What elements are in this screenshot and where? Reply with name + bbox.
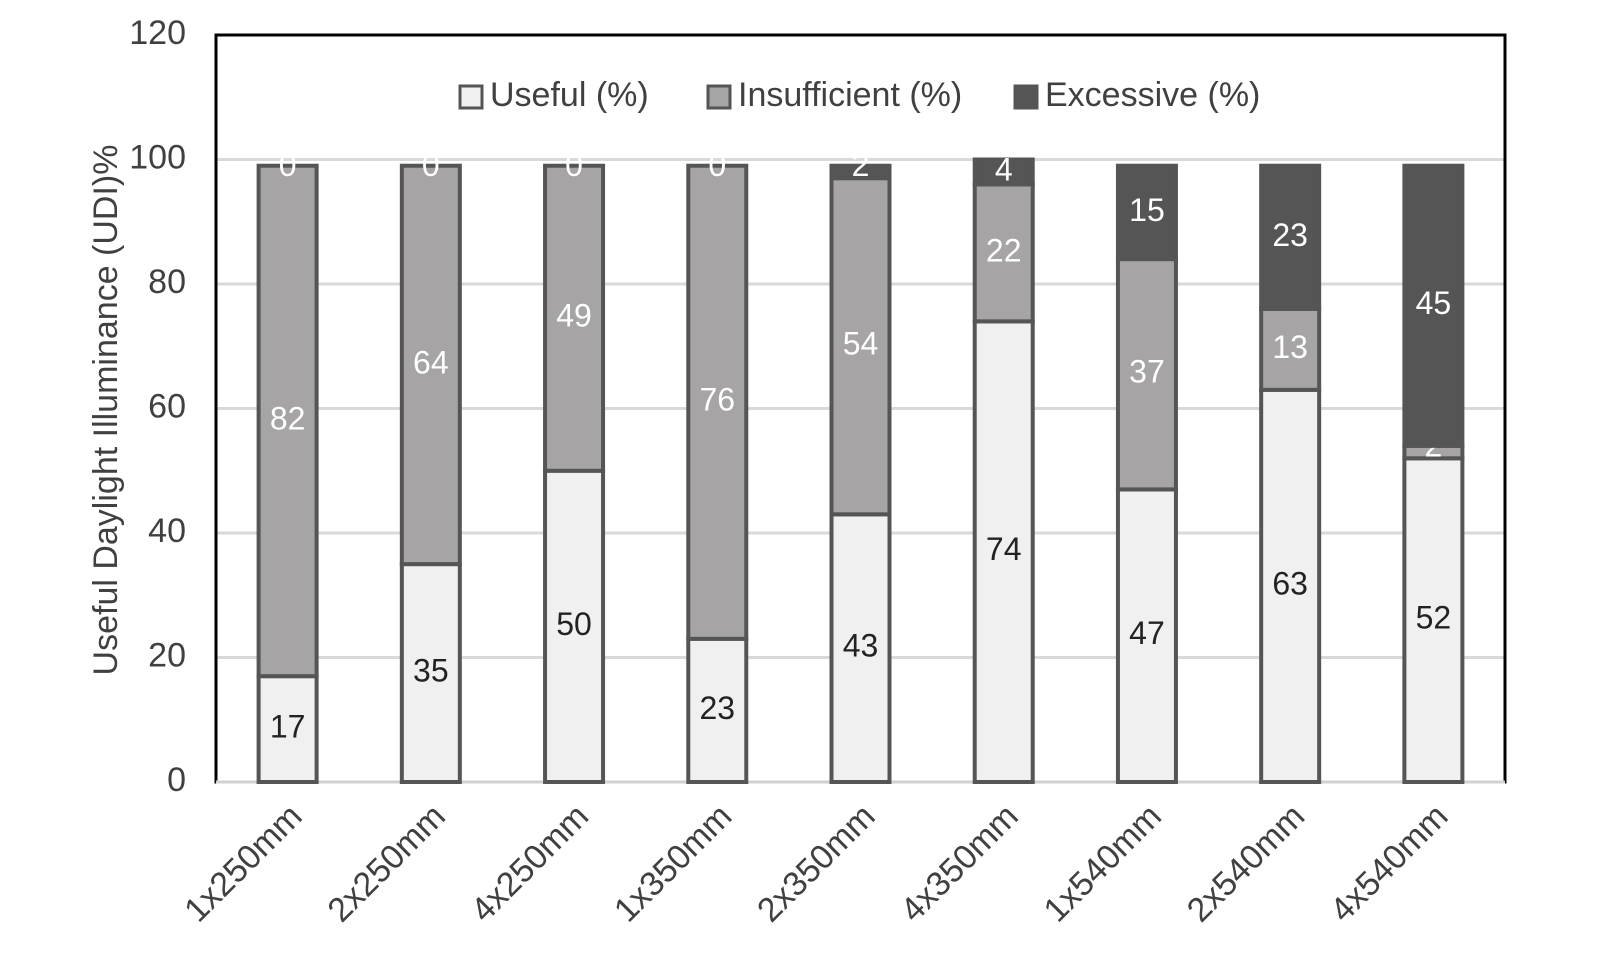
y-tick-label: 60 [148,387,186,425]
x-tick-label: 1x250mm [177,797,309,929]
data-label: 64 [413,344,449,380]
y-tick-label: 100 [129,138,186,176]
data-label: 15 [1129,192,1165,228]
data-label: 22 [986,232,1022,268]
bar-segment [686,636,749,785]
bar-segment [1402,456,1465,784]
bar-segment [543,163,606,473]
data-label: 0 [565,147,583,183]
x-tick-label: 4x540mm [1323,797,1455,929]
y-tick-label: 80 [148,263,186,301]
bar-segment [1259,163,1322,311]
x-tick-label: 2x250mm [320,797,452,929]
x-tick-label: 4x250mm [464,797,596,929]
x-tick-label: 2x350mm [750,797,882,929]
legend-label: Insufficient (%) [738,76,962,114]
bar-segment [1259,387,1322,784]
y-tick-label: 0 [167,761,186,799]
data-label: 76 [699,382,735,418]
bar-segment [686,163,749,641]
bar-segment [399,163,462,567]
data-label: 63 [1272,565,1308,601]
data-label: 82 [270,400,306,436]
data-label: 4 [995,151,1013,187]
data-label: 0 [422,147,440,183]
bar-segment [829,512,892,784]
x-tick-label: 1x540mm [1037,797,1169,929]
data-label: 45 [1416,285,1452,321]
data-label: 43 [843,628,879,664]
y-tick-label: 40 [148,512,186,550]
data-label: 52 [1416,600,1452,636]
y-tick-label: 20 [148,636,186,674]
data-label: 50 [556,606,592,642]
data-label: 54 [843,326,879,362]
bar-segment [256,163,319,679]
data-label: 49 [556,298,592,334]
x-tick-label: 1x350mm [607,797,739,929]
bar-segment [972,319,1035,784]
bar-segment [972,157,1035,187]
x-tick-label: 2x540mm [1180,797,1312,929]
data-label: 17 [270,709,306,745]
data-label: 37 [1129,354,1165,390]
legend-swatch [458,84,484,110]
data-label: 23 [699,690,735,726]
data-label: 2 [852,147,870,183]
data-label: 23 [1272,217,1308,253]
data-label: 35 [413,653,449,689]
bar-segment [256,674,319,784]
bar-segment [1402,163,1465,448]
x-tick-label: 4x350mm [893,797,1025,929]
legend-swatch [706,84,732,110]
legend-label: Useful (%) [490,76,649,114]
bar-segment [829,163,892,181]
data-label: 13 [1272,329,1308,365]
data-label: 47 [1129,615,1165,651]
y-tick-label: 120 [129,14,186,52]
legend-swatch [1013,84,1039,110]
data-label: 0 [279,147,297,183]
y-axis-title: Useful Daylight Illuminance (UDI)% [87,145,125,676]
data-label: 74 [986,531,1022,567]
bar-segment [1115,163,1178,262]
legend-label: Excessive (%) [1045,76,1260,114]
data-label: 0 [708,147,726,183]
